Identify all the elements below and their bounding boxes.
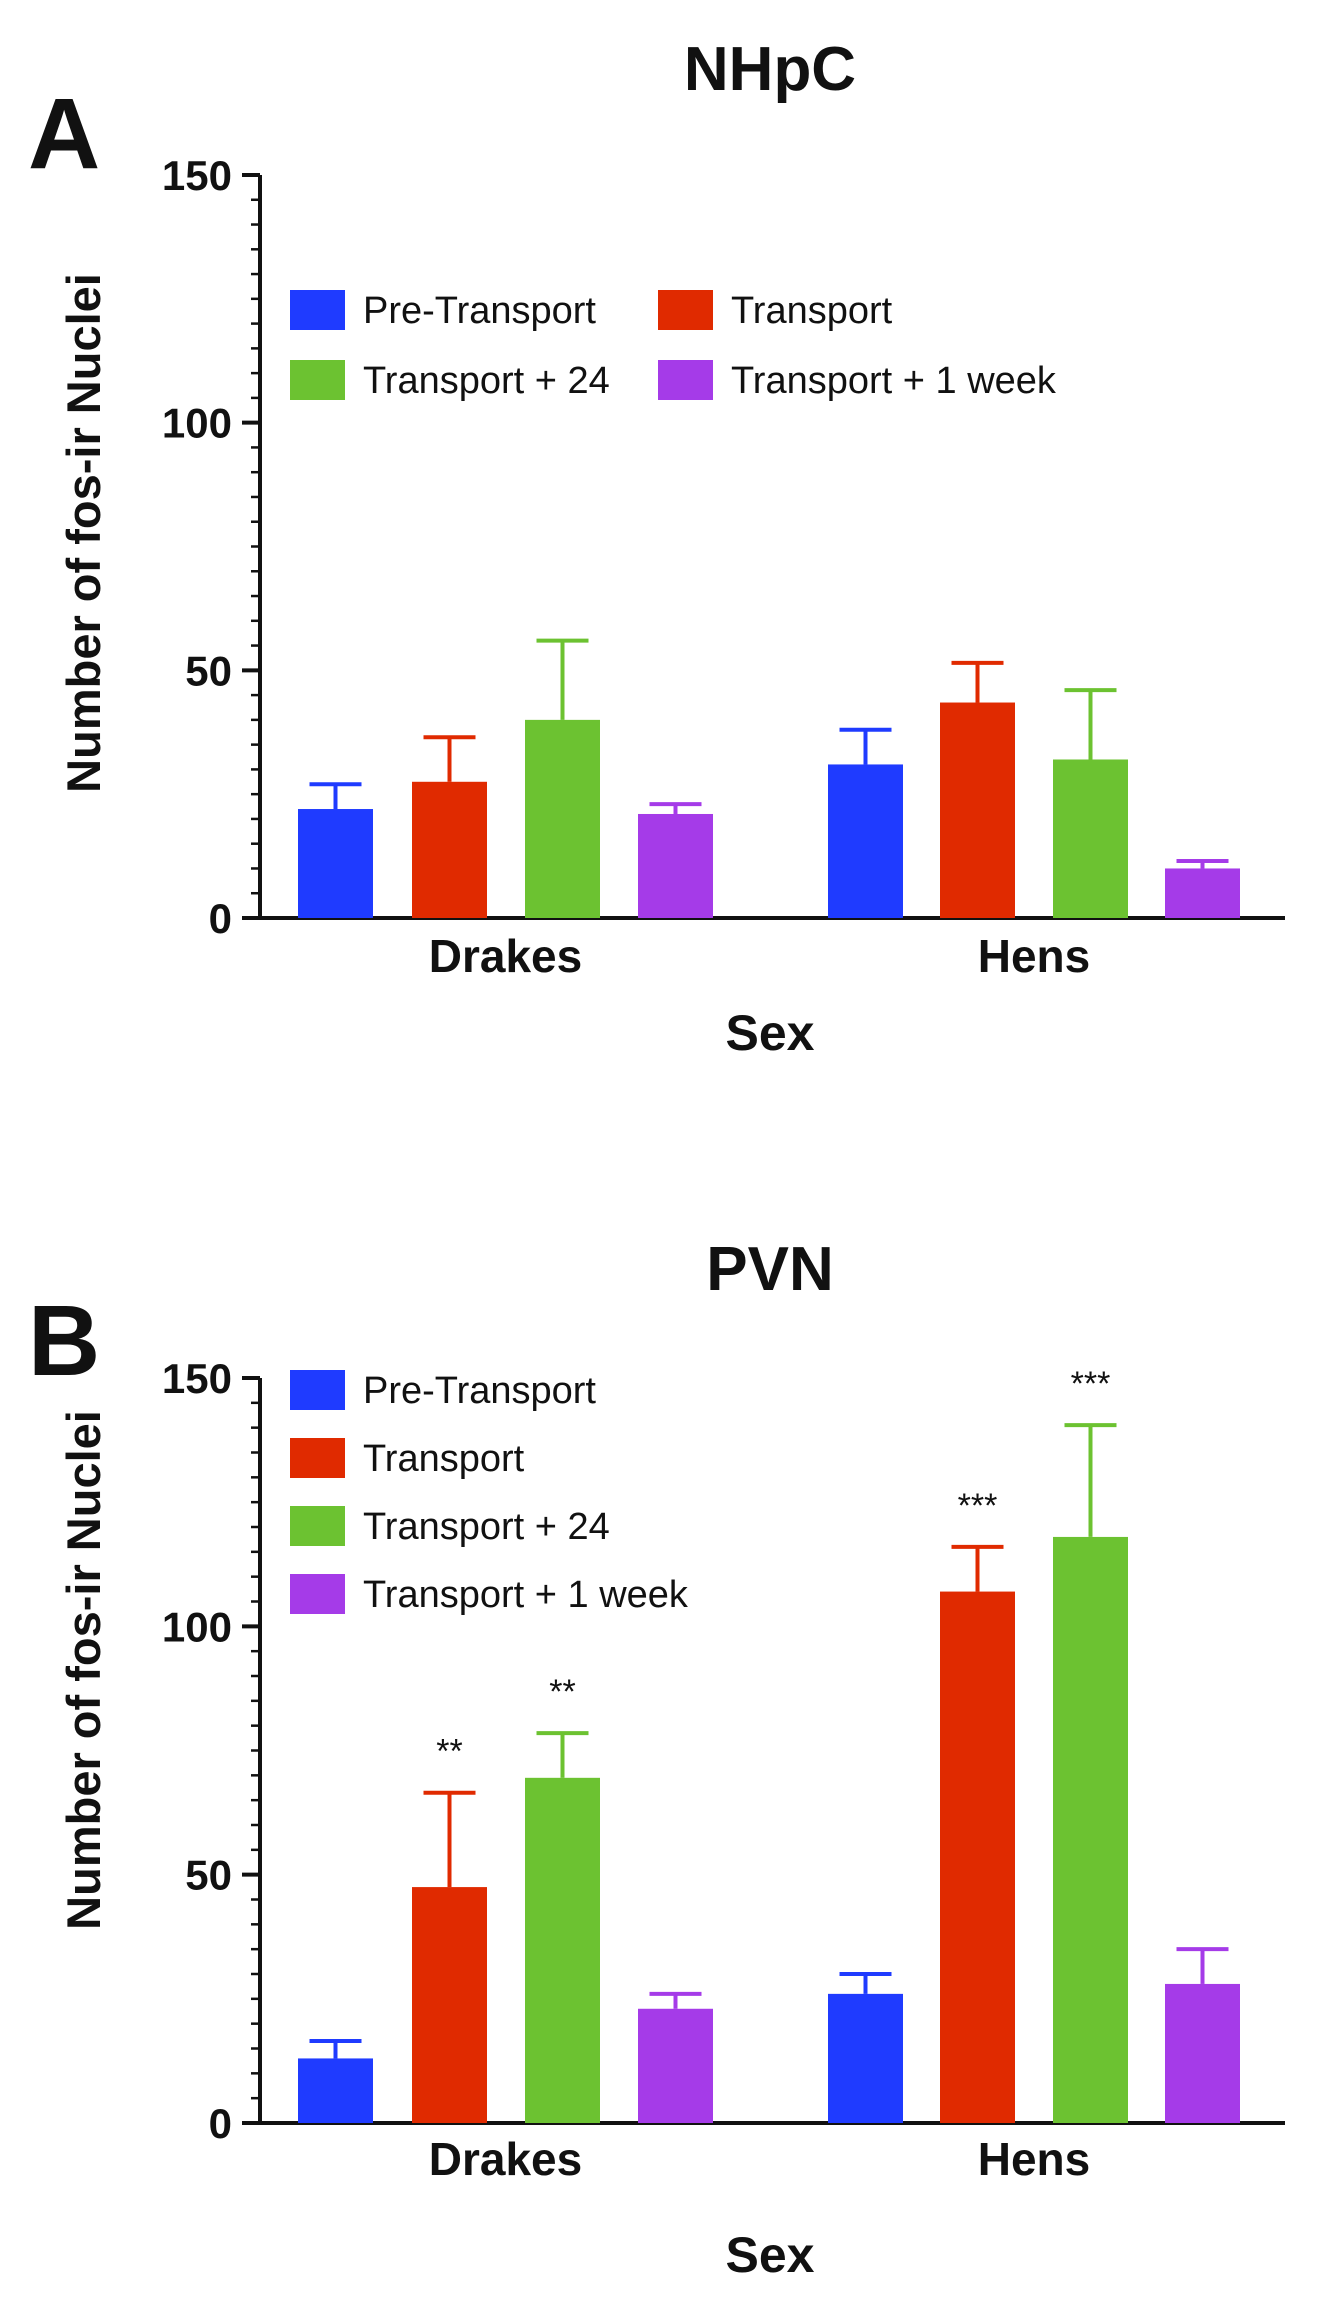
legend-label-transport-1-week: Transport + 1 week: [731, 360, 1057, 402]
x-tick-label-hens: Hens: [978, 2133, 1090, 2185]
panel-a: A NHpC Number of fos-ir Nuclei Sex 0 50 10…: [28, 35, 1285, 1061]
legend-label-transport-24: Transport + 24: [363, 1506, 610, 1548]
bar-group-drakes-transport-24: [525, 638, 600, 918]
bar-drakes-transport: [412, 1887, 487, 2123]
legend-a: Pre-Transport Transport Transport + 24 Tran…: [290, 290, 1057, 402]
legend-item-transport: Transport: [290, 1438, 525, 1480]
panel-letter-b: B: [28, 1285, 100, 1397]
bar-drakes-transport-24: [525, 1777, 600, 2123]
legend-label-transport-1-week: Transport + 1 week: [363, 1574, 689, 1616]
significance-marker: **: [549, 1673, 575, 1711]
bar-group-hens-transport-1-week: [1165, 1947, 1240, 2123]
legend-label-pre-transport: Pre-Transport: [363, 290, 596, 332]
legend-item-transport-1-week: Transport + 1 week: [290, 1574, 689, 1616]
y-axis-label-a: Number of fos-ir Nuclei: [57, 273, 110, 793]
chart-title-a: NHpC: [684, 35, 856, 104]
bar-group-drakes-transport-1-week: [638, 1991, 713, 2123]
legend-swatch-pre-transport: [290, 1370, 345, 1410]
legend-item-transport-1-week: Transport + 1 week: [658, 360, 1057, 402]
legend-label-transport: Transport: [731, 290, 893, 332]
bar-group-hens-transport: [940, 660, 1015, 918]
bar-group-hens-pre-transport: [828, 1972, 903, 2123]
x-axis-label-a: Sex: [726, 1005, 815, 1061]
bar-drakes-pre-transport: [298, 2058, 373, 2123]
panel-b: B PVN Number of fos-ir Nuclei Sex 0 50 100…: [28, 1235, 1285, 2283]
bar-drakes-transport-24: [525, 719, 600, 918]
x-tick-label-drakes: Drakes: [429, 2133, 582, 2185]
bar-hens-pre-transport: [828, 1993, 903, 2123]
bar-drakes-transport-1-week: [638, 813, 713, 918]
bar-group-hens-transport-1-week: [1165, 859, 1240, 918]
panel-letter-a: A: [28, 78, 100, 190]
bar-group-drakes-transport-24: [525, 1731, 600, 2123]
bar-group-drakes-transport: [412, 1790, 487, 2123]
y-tick-label-0: 0: [209, 895, 232, 942]
bar-group-hens-transport-24: [1053, 1423, 1128, 2123]
legend-item-pre-transport: Pre-Transport: [290, 1370, 596, 1412]
chart-title-b: PVN: [706, 1235, 833, 1304]
legend-swatch-pre-transport: [290, 290, 345, 330]
bar-hens-transport: [940, 1591, 1015, 2123]
bar-group-hens-transport: [940, 1544, 1015, 2123]
bar-group-hens-transport-24: [1053, 688, 1128, 918]
x-tick-label-hens: Hens: [978, 930, 1090, 982]
significance-marker: ***: [1071, 1365, 1111, 1403]
bar-hens-transport: [940, 702, 1015, 918]
legend-swatch-transport-24: [290, 1506, 345, 1546]
bar-group-hens-pre-transport: [828, 727, 903, 918]
legend-swatch-transport: [290, 1438, 345, 1478]
bar-hens-pre-transport: [828, 764, 903, 918]
bar-hens-transport-24: [1053, 759, 1128, 918]
legend-item-pre-transport: Pre-Transport: [290, 290, 596, 332]
bar-drakes-transport-1-week: [638, 2008, 713, 2123]
bar-hens-transport-1-week: [1165, 868, 1240, 918]
legend-item-transport-24: Transport + 24: [290, 1506, 610, 1548]
plot-area-a: 0 50 100 150 Drakes Hens: [162, 152, 1285, 982]
legend-item-transport: Transport: [658, 290, 893, 332]
legend-swatch-transport-1-week: [290, 1574, 345, 1614]
y-tick-label-100: 100: [162, 400, 232, 447]
x-tick-label-drakes: Drakes: [429, 930, 582, 982]
legend-label-transport-24: Transport + 24: [363, 360, 610, 402]
y-tick-label-0: 0: [209, 2100, 232, 2147]
legend-label-pre-transport: Pre-Transport: [363, 1370, 596, 1412]
x-axis-label-b: Sex: [726, 2227, 815, 2283]
y-tick-label-50: 50: [185, 1852, 232, 1899]
bar-group-drakes-transport: [412, 735, 487, 918]
y-tick-label-150: 150: [162, 1355, 232, 1402]
bar-drakes-transport: [412, 781, 487, 918]
y-tick-label-100: 100: [162, 1603, 232, 1650]
legend-label-transport: Transport: [363, 1438, 525, 1480]
y-tick-label-50: 50: [185, 647, 232, 694]
bar-drakes-pre-transport: [298, 809, 373, 918]
bar-group-drakes-pre-transport: [298, 782, 373, 918]
y-axis-label-b: Number of fos-ir Nuclei: [57, 1410, 110, 1930]
legend-item-transport-24: Transport + 24: [290, 360, 610, 402]
legend-swatch-transport-1-week: [658, 360, 713, 400]
legend-swatch-transport-24: [290, 360, 345, 400]
significance-marker: ***: [958, 1487, 998, 1525]
legend-swatch-transport: [658, 290, 713, 330]
significance-marker: **: [436, 1733, 462, 1771]
bar-group-drakes-transport-1-week: [638, 802, 713, 918]
bar-hens-transport-1-week: [1165, 1983, 1240, 2123]
bar-group-drakes-pre-transport: [298, 2039, 373, 2123]
y-tick-label-150: 150: [162, 152, 232, 199]
legend-b: Pre-Transport Transport Transport + 24 Tran…: [290, 1370, 689, 1616]
bar-hens-transport-24: [1053, 1536, 1128, 2123]
